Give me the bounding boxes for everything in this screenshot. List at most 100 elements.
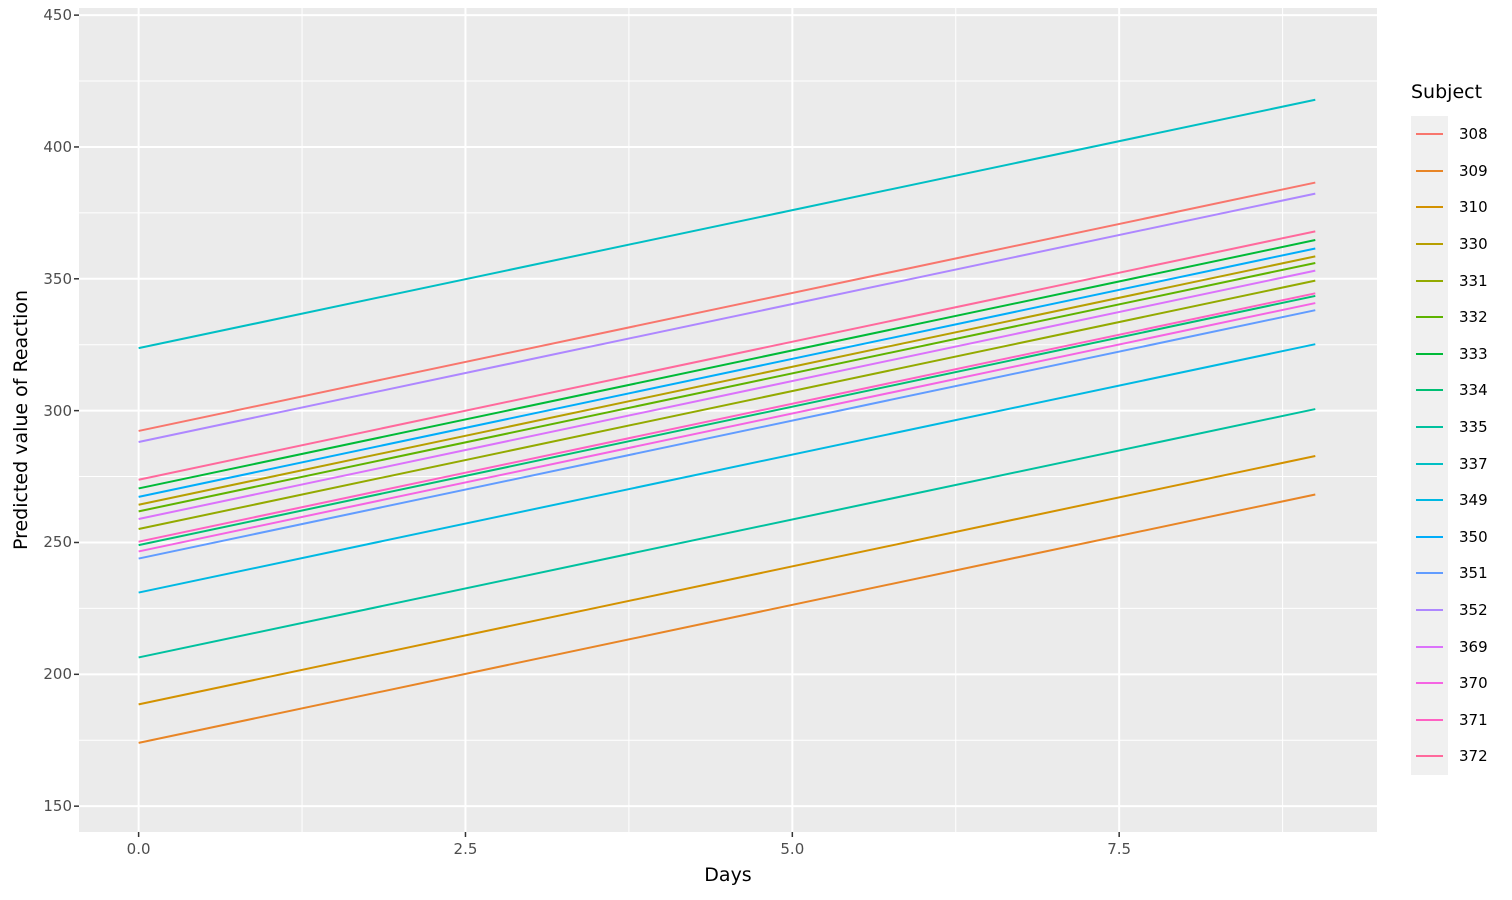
series-line-335 [138,408,1316,659]
series-line-369 [138,269,1316,520]
legend-line-swatch-337 [1416,462,1443,465]
series-line-350 [138,247,1316,498]
legend-line-swatch-369 [1416,645,1443,648]
legend-item-333: 333 [1411,335,1511,373]
legend-line-swatch-371 [1416,718,1443,721]
legend-line-swatch-352 [1416,609,1443,612]
legend-key-334 [1411,372,1448,409]
series-line-351 [138,309,1316,560]
legend-items: 308 309 310 330 331 332 333 334 335 337 349 350 351 3… [1411,116,1511,775]
legend-key-309 [1411,152,1448,190]
legend-item-369: 369 [1411,628,1511,665]
series-line-332 [138,262,1316,513]
series-line-349 [138,343,1316,594]
legend-item-372: 372 [1411,738,1511,775]
series-line-372 [138,230,1316,481]
y-tick-label-350: 350 [43,269,72,288]
legend-item-337: 337 [1411,445,1511,482]
series-line-330 [138,255,1316,506]
legend-label-371: 371 [1459,710,1488,729]
legend-line-swatch-310 [1416,206,1443,209]
legend-item-349: 349 [1411,481,1511,519]
legend-label-370: 370 [1459,674,1488,693]
x-tick-label-2.5: 2.5 [453,840,478,858]
series-line-370 [138,302,1316,553]
legend-label-350: 350 [1459,527,1488,546]
legend-key-308 [1411,116,1448,153]
x-tick-label-5.0: 5.0 [780,840,805,858]
legend-key-371 [1411,701,1448,739]
legend-line-swatch-308 [1416,133,1443,136]
series-line-310 [138,455,1316,706]
legend-key-337 [1411,445,1448,482]
legend-label-310: 310 [1459,198,1488,217]
x-tick-label-0.0: 0.0 [126,840,151,858]
legend-item-331: 331 [1411,262,1511,299]
legend-key-335 [1411,408,1448,446]
legend-item-330: 330 [1411,225,1511,263]
legend-label-352: 352 [1459,601,1488,620]
legend-key-350 [1411,518,1448,556]
legend-line-swatch-333 [1416,352,1443,355]
y-tick-label-400: 400 [43,137,72,156]
legend-label-369: 369 [1459,637,1488,656]
legend-key-370 [1411,664,1448,702]
legend-label-308: 308 [1459,125,1488,144]
legend-label-330: 330 [1459,235,1488,254]
legend-label-351: 351 [1459,564,1488,583]
legend-title: Subject [1411,81,1483,103]
legend-line-swatch-350 [1416,535,1443,538]
y-axis-title: Predicted value of Reaction [10,289,32,551]
legend-item-350: 350 [1411,518,1511,556]
legend-item-370: 370 [1411,664,1511,702]
legend: Subject 308 309 310 330 331 332 333 334 335 337 34… [1411,81,1511,775]
series-line-352 [138,192,1316,443]
legend-key-349 [1411,481,1448,519]
legend-label-372: 372 [1459,747,1488,766]
legend-label-332: 332 [1459,308,1488,327]
legend-key-352 [1411,591,1448,629]
y-tick-label-300: 300 [43,401,72,420]
y-tick-label-200: 200 [43,665,72,684]
legend-key-331 [1411,262,1448,299]
legend-line-swatch-370 [1416,682,1443,685]
legend-item-309: 309 [1411,152,1511,190]
series-line-371 [138,292,1316,543]
legend-label-333: 333 [1459,344,1488,363]
legend-label-349: 349 [1459,491,1488,510]
legend-item-332: 332 [1411,298,1511,336]
series-line-333 [138,239,1316,490]
legend-item-308: 308 [1411,116,1511,153]
legend-item-310: 310 [1411,189,1511,226]
x-tick-label-7.5: 7.5 [1107,840,1132,858]
legend-line-swatch-331 [1416,279,1443,282]
series-line-337 [138,98,1316,350]
legend-line-swatch-349 [1416,499,1443,502]
series-line-331 [138,279,1316,531]
y-tick-label-150: 150 [43,797,72,816]
legend-item-352: 352 [1411,591,1511,629]
legend-key-372 [1411,738,1448,775]
y-tick-label-450: 450 [43,6,72,25]
legend-key-369 [1411,628,1448,665]
legend-key-351 [1411,555,1448,592]
legend-item-351: 351 [1411,555,1511,592]
legend-label-334: 334 [1459,381,1488,400]
legend-line-swatch-351 [1416,572,1443,575]
legend-key-310 [1411,189,1448,226]
legend-key-332 [1411,298,1448,336]
legend-line-swatch-372 [1416,755,1443,758]
legend-line-swatch-332 [1416,316,1443,319]
series-line-334 [138,294,1316,547]
legend-line-swatch-330 [1416,243,1443,246]
legend-label-309: 309 [1459,161,1488,180]
legend-key-330 [1411,225,1448,263]
legend-line-swatch-335 [1416,426,1443,429]
legend-line-swatch-309 [1416,169,1443,172]
legend-line-swatch-334 [1416,389,1443,392]
y-tick-label-250: 250 [43,533,72,552]
legend-item-334: 334 [1411,372,1511,409]
legend-label-337: 337 [1459,454,1488,473]
